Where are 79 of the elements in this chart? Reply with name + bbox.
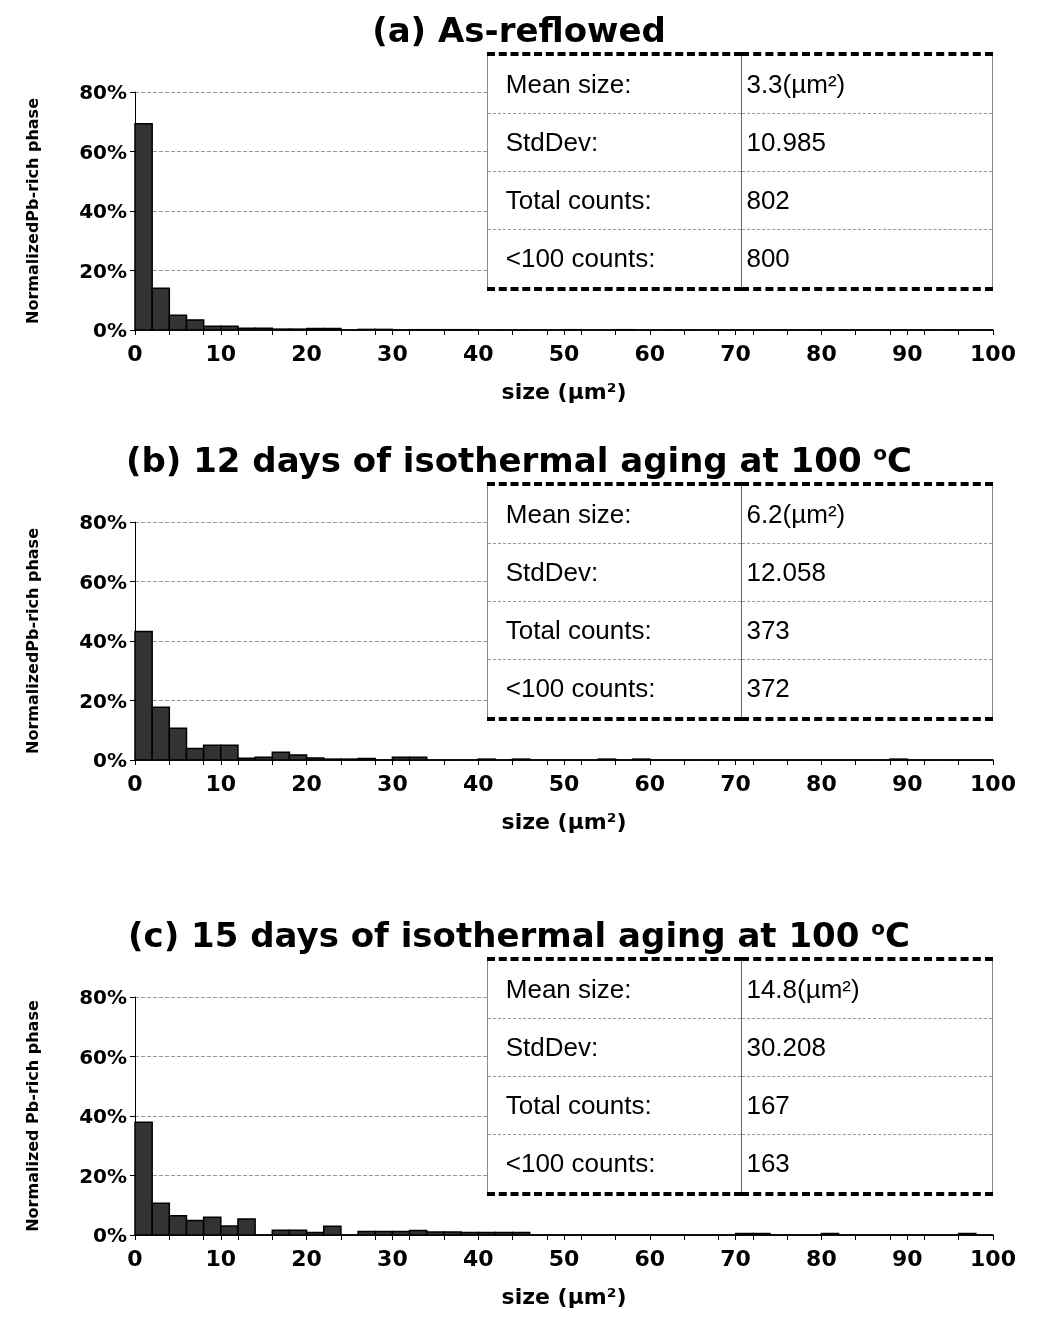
x-tick-label: 0	[127, 340, 143, 366]
x-tick-label: 60	[634, 340, 666, 366]
x-tick-label: 20	[291, 770, 322, 796]
annotation: Mean size:	[504, 498, 633, 531]
x-tick-label: 40	[462, 340, 494, 366]
x-tick-label: 80	[806, 770, 837, 796]
annotation: 12.058	[741, 543, 993, 602]
x-axis-title: size (µm²)	[501, 1283, 627, 1309]
x-tick-label: 10	[205, 1245, 237, 1271]
y-tick-label: 80%	[79, 985, 127, 1009]
x-tick-label: 50	[548, 770, 580, 796]
x-tick-label: 90	[891, 1245, 923, 1271]
annotation: 3.3(µm²)	[741, 54, 993, 114]
y-axis-title: Normalized Pb-rich phase	[22, 1000, 42, 1232]
y-tick-label: 40%	[79, 1104, 127, 1128]
chart-title: (a) As-reflowed	[372, 10, 666, 50]
x-tick-label: 80	[806, 340, 837, 366]
x-tick-label: 100	[970, 1245, 1016, 1271]
x-tick-label: 10	[205, 340, 237, 366]
annotation: StdDev:	[487, 1018, 742, 1077]
y-tick-label: 60%	[79, 139, 127, 164]
x-tick-label: 30	[377, 770, 408, 796]
y-tick-label: 0%	[93, 748, 127, 772]
x-tick-label: 50	[548, 1245, 580, 1271]
annotation: Total counts:	[487, 601, 742, 660]
x-tick-label: 60	[634, 770, 666, 796]
annotation: 373	[741, 601, 993, 660]
x-tick-label: 70	[720, 1245, 751, 1271]
annotation: <100 counts:	[487, 659, 742, 719]
x-tick-label: 20	[291, 1245, 322, 1271]
x-tick-label: 40	[462, 770, 494, 796]
y-axis-title: NormalizedPb-rich phase	[22, 97, 42, 324]
x-tick-label: 100	[970, 770, 1016, 796]
annotation: Mean size:	[504, 68, 633, 101]
annotation: 372	[741, 659, 993, 719]
x-axis-title: size (µm²)	[501, 378, 627, 404]
x-tick-label: 70	[720, 340, 751, 366]
annotation: StdDev:	[487, 543, 742, 602]
annotation: 800	[741, 229, 993, 289]
y-tick-label: 80%	[79, 510, 127, 534]
x-tick-label: 40	[462, 1245, 494, 1271]
x-tick-label: 0	[127, 770, 143, 796]
x-tick-label: 20	[291, 340, 322, 366]
annotation: 14.8(µm²)	[741, 959, 993, 1019]
x-tick-label: 50	[548, 340, 580, 366]
y-tick-label: 20%	[79, 258, 127, 283]
x-axis-title: size (µm²)	[501, 808, 627, 834]
y-tick-label: 60%	[79, 1044, 127, 1069]
y-tick-label: 20%	[79, 688, 127, 713]
annotation: 10.985	[741, 113, 993, 172]
annotation: StdDev:	[487, 113, 742, 172]
y-tick-label: 20%	[79, 1163, 127, 1188]
x-tick-label: 90	[891, 770, 923, 796]
y-tick-label: 80%	[79, 80, 127, 104]
y-tick-label: 0%	[93, 318, 127, 342]
annotation: 6.2(µm²)	[741, 484, 993, 544]
x-tick-label: 30	[377, 340, 408, 366]
x-tick-label: 0	[127, 1245, 143, 1271]
annotation: <100 counts:	[487, 229, 742, 289]
y-tick-label: 60%	[79, 569, 127, 594]
y-tick-label: 0%	[93, 1223, 127, 1247]
annotation: Mean size:	[504, 973, 633, 1006]
annotation: 163	[741, 1134, 993, 1194]
x-tick-label: 60	[634, 1245, 666, 1271]
x-tick-label: 90	[891, 340, 923, 366]
x-tick-label: 30	[377, 1245, 408, 1271]
y-axis-title: NormalizedPb-rich phase	[22, 527, 42, 754]
x-tick-label: 10	[205, 770, 237, 796]
x-tick-label: 100	[970, 340, 1016, 366]
annotation: 167	[741, 1076, 993, 1135]
annotation: 30.208	[741, 1018, 993, 1077]
y-tick-label: 40%	[79, 629, 127, 653]
annotation: <100 counts:	[487, 1134, 742, 1194]
annotation: Total counts:	[487, 171, 742, 230]
x-tick-label: 80	[806, 1245, 837, 1271]
x-tick-label: 70	[720, 770, 751, 796]
y-tick-label: 40%	[79, 199, 127, 223]
annotation: 802	[741, 171, 993, 230]
annotation: Total counts:	[487, 1076, 742, 1135]
